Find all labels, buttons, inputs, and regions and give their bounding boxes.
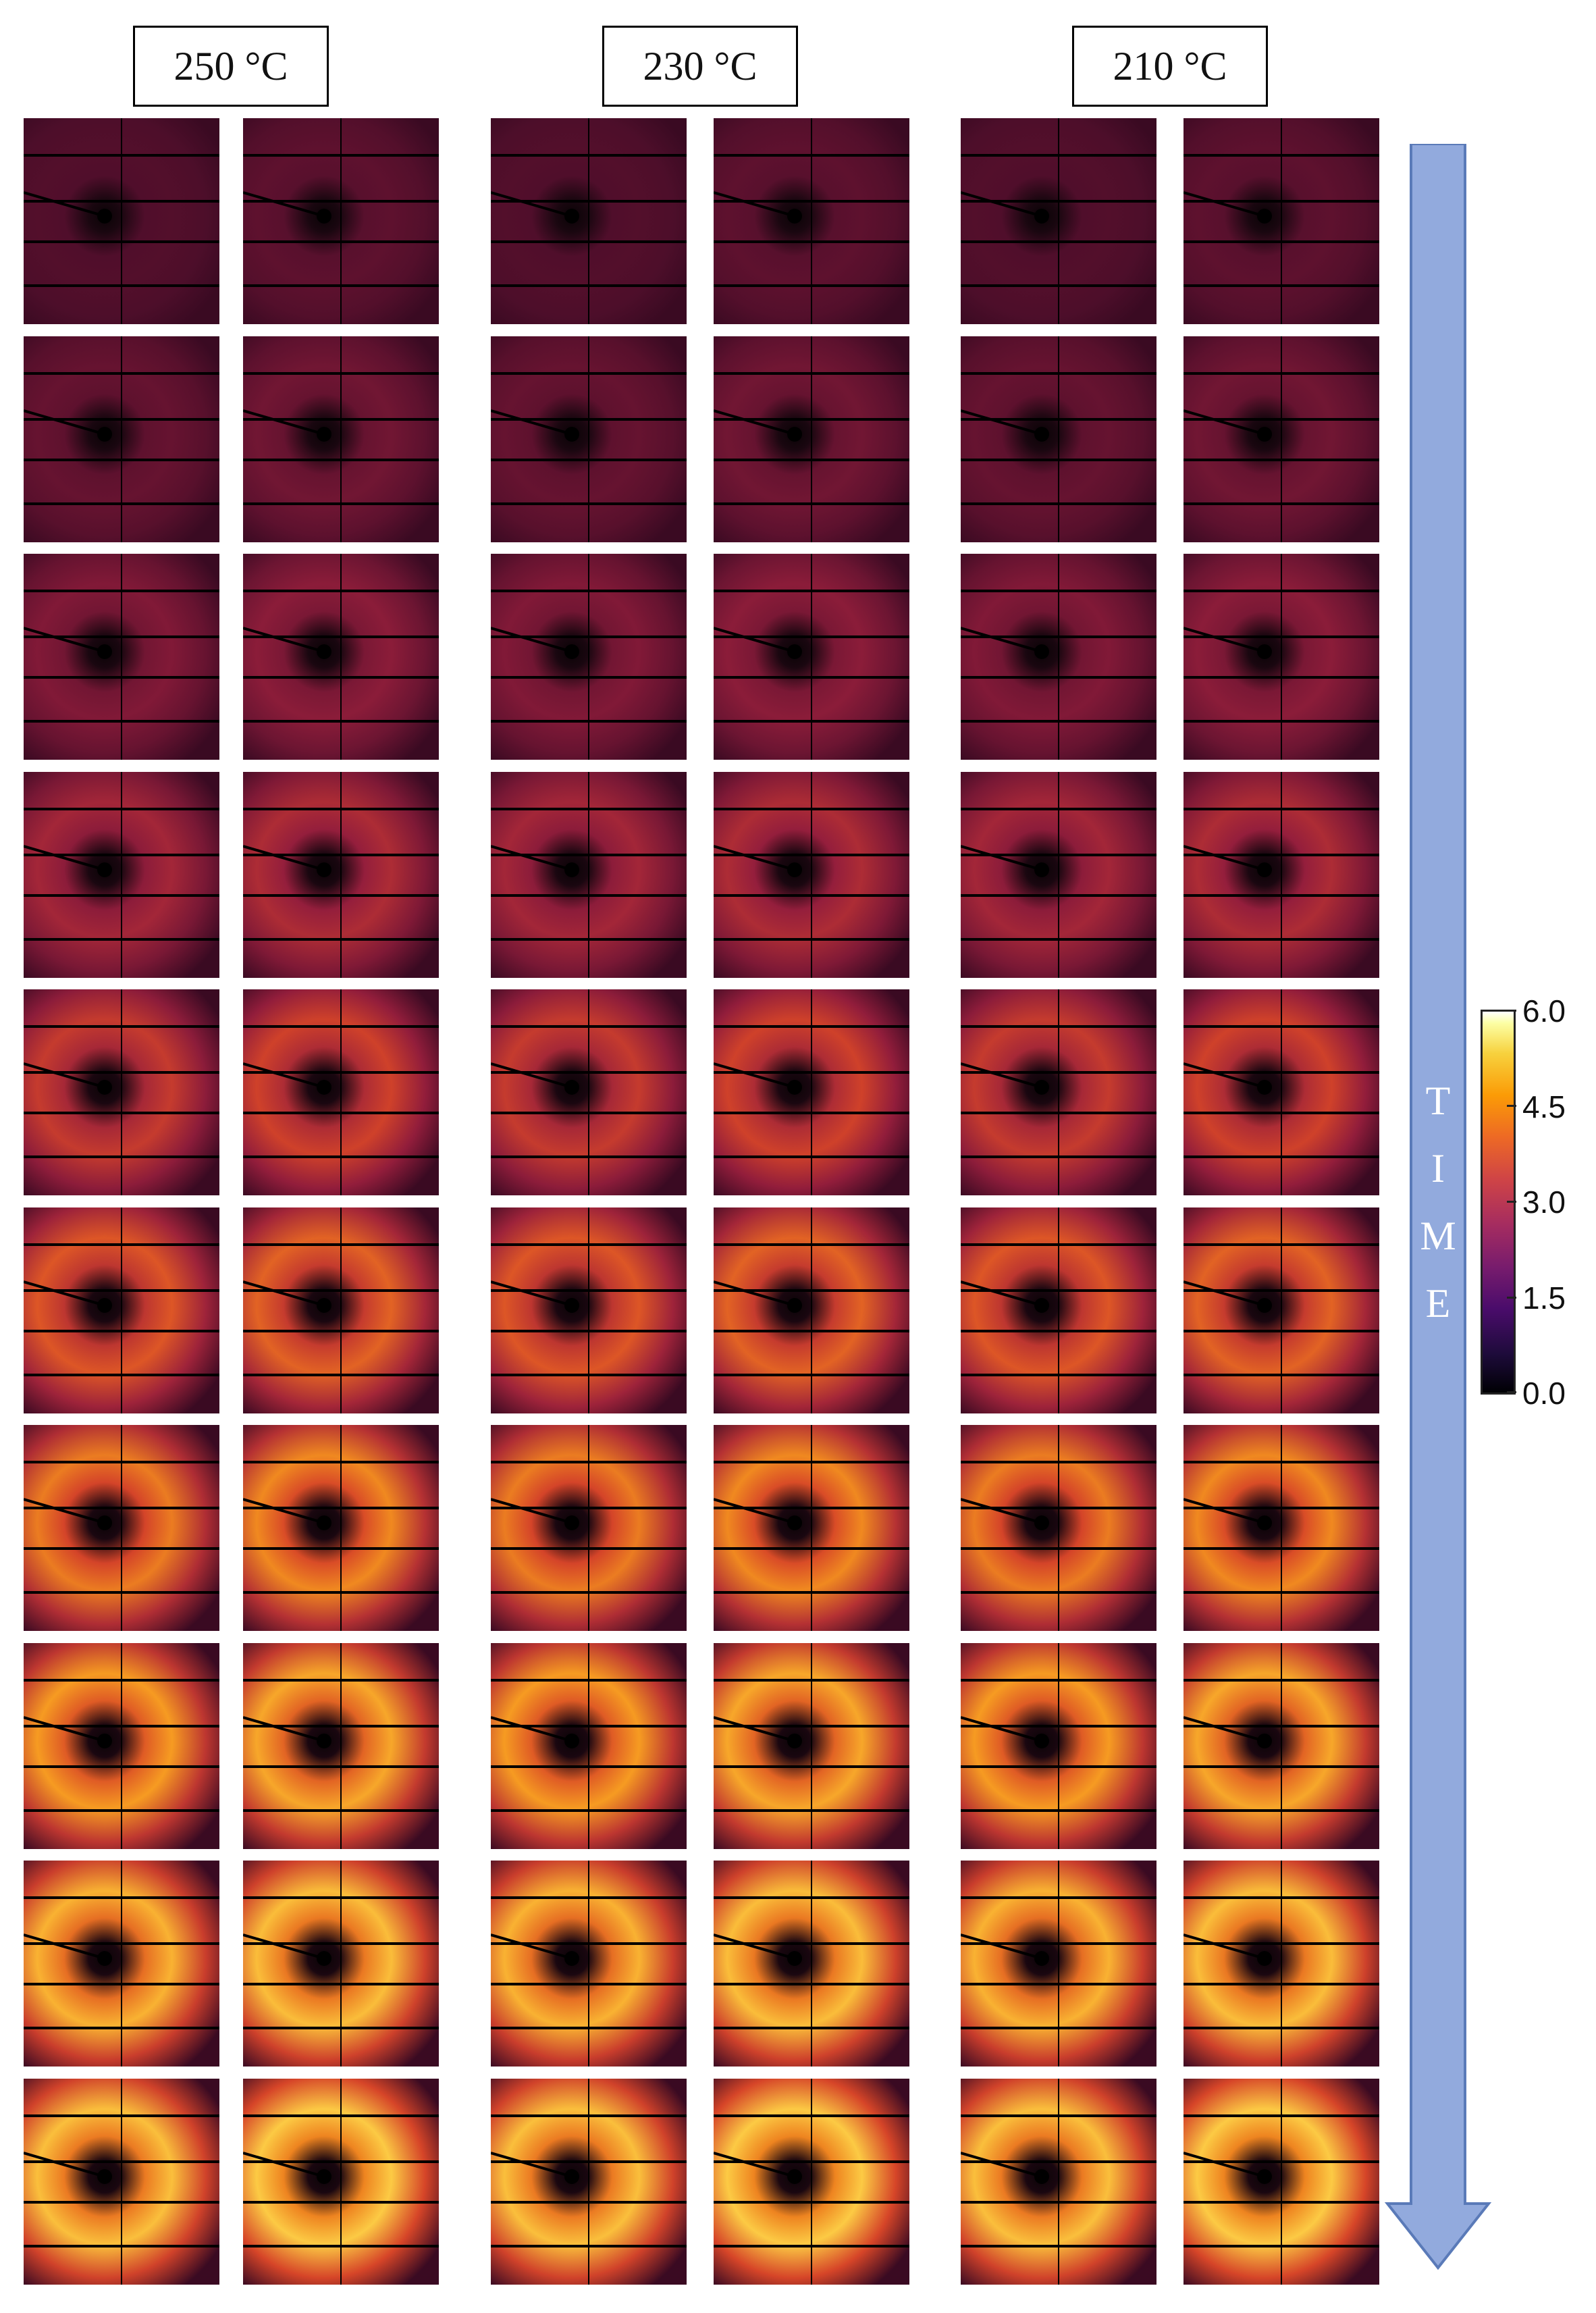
diffraction-panel [961,118,1156,324]
diffraction-panel [714,554,909,760]
diffraction-panel [491,1207,687,1413]
colorbar-tick-mark [1507,1201,1516,1203]
diffraction-panel [491,2078,687,2285]
diffraction-panel [24,2078,219,2285]
diffraction-panel [961,554,1156,760]
diffraction-panel [243,1642,439,1849]
diffraction-panel [714,2078,909,2285]
diffraction-panel [243,118,439,324]
diffraction-panel [714,771,909,978]
diffraction-panel [961,1425,1156,1631]
diffraction-panel [24,989,219,1195]
diffraction-panel [243,989,439,1195]
diffraction-panel [491,554,687,760]
diffraction-panel [961,771,1156,978]
diffraction-panel [243,1207,439,1413]
diffraction-panel [243,1861,439,2067]
colorbar-tick-mark [1507,1297,1516,1299]
diffraction-panel [491,118,687,324]
diffraction-panel [714,1642,909,1849]
diffraction-panel [491,771,687,978]
diffraction-panel [491,1425,687,1631]
diffraction-panel [243,336,439,542]
diffraction-panel [1183,771,1379,978]
diffraction-panel [714,1861,909,2067]
diffraction-panel [243,554,439,760]
diffraction-panel [1183,989,1379,1195]
diffraction-panel [961,2078,1156,2285]
colorbar-tick-3-0: 3.0 [1522,1185,1566,1220]
colorbar-tick-mark [1507,1010,1516,1012]
header-210c: 210 °C [1072,26,1268,107]
diffraction-panel [1183,1861,1379,2067]
time-arrow-icon [1384,144,1492,2270]
diffraction-panel [1183,1642,1379,1849]
colorbar-tick-4-5: 4.5 [1522,1089,1566,1124]
diffraction-panel [961,336,1156,542]
header-250c: 250 °C [133,26,329,107]
time-letter-t: T [1425,1078,1451,1123]
diffraction-panel [491,1861,687,2067]
diffraction-panel [24,118,219,324]
diffraction-panel [1183,554,1379,760]
diffraction-panel [243,771,439,978]
diffraction-panel [243,2078,439,2285]
diffraction-panel [1183,1207,1379,1413]
diffraction-panel [24,336,219,542]
diffraction-panel [491,336,687,542]
colorbar-tick-0-0: 0.0 [1522,1376,1566,1411]
diffraction-panel [714,1207,909,1413]
time-label: T I M E [1391,1067,1485,1337]
diffraction-panel [714,118,909,324]
time-letter-m: M [1420,1214,1456,1258]
diffraction-panel [24,771,219,978]
colorbar-tick-1-5: 1.5 [1522,1280,1566,1316]
header-230c: 230 °C [602,26,798,107]
diffraction-panel [714,1425,909,1631]
diffraction-panel [24,1642,219,1849]
diffraction-panel [24,1207,219,1413]
diffraction-panel [24,554,219,760]
colorbar-tick-6-0: 6.0 [1522,993,1566,1029]
diffraction-panel [491,989,687,1195]
diffraction-panel [1183,118,1379,324]
diffraction-panel [24,1425,219,1631]
diffraction-panel [961,1642,1156,1849]
diffraction-panel [243,1425,439,1631]
diffraction-panel [961,1207,1156,1413]
diffraction-panel [24,1861,219,2067]
time-letter-e: E [1425,1281,1451,1326]
colorbar-tick-mark [1507,1105,1516,1107]
diffraction-panel [1183,336,1379,542]
diffraction-panel [1183,1425,1379,1631]
diffraction-panel [491,1642,687,1849]
diffraction-panel [961,1861,1156,2067]
time-letter-i: I [1431,1146,1445,1191]
diffraction-panel [1183,2078,1379,2285]
colorbar-tick-mark [1507,1391,1516,1393]
diffraction-panel [714,336,909,542]
diffraction-panel [961,989,1156,1195]
diffraction-panel [714,989,909,1195]
